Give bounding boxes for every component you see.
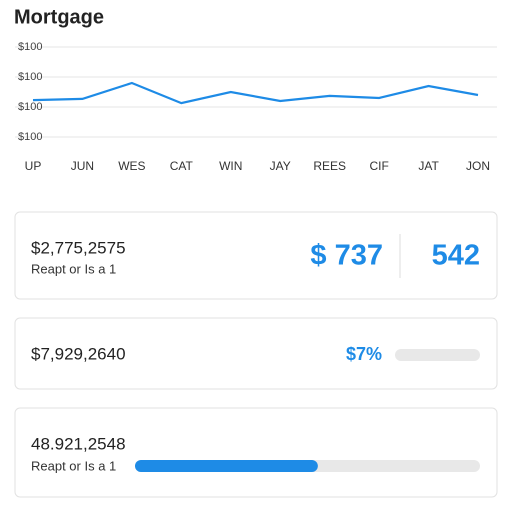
y-tick-label: $100: [18, 131, 42, 143]
card-amount: $7,929,2640: [31, 344, 126, 363]
x-tick-label: JAT: [418, 159, 439, 173]
x-tick-label: JUN: [71, 159, 94, 173]
card-stat: $7%: [346, 344, 382, 364]
x-tick-label: CIF: [369, 159, 388, 173]
x-tick-label: REES: [313, 159, 346, 173]
page-title: Mortgage: [14, 6, 104, 28]
x-tick-label: WES: [118, 159, 145, 173]
x-tick-label: CAT: [170, 159, 194, 173]
x-tick-label: JAY: [270, 159, 291, 173]
x-tick-label: WIN: [219, 159, 242, 173]
y-tick-label: $100: [18, 41, 42, 53]
y-tick-label: $100: [18, 101, 42, 113]
data-line: [32, 81, 479, 105]
progress-track: [395, 349, 480, 361]
y-tick-label: $100: [18, 71, 42, 83]
card: [14, 211, 498, 300]
card-amount: $2,775,2575: [31, 238, 126, 257]
card-subtitle: Reapt or Is a 1: [31, 261, 116, 276]
card-stat: 542: [432, 240, 480, 272]
card: [14, 407, 498, 498]
x-tick-label: UP: [25, 159, 42, 173]
card-amount: 48.921,2548: [31, 434, 126, 453]
x-tick-label: JON: [466, 159, 490, 173]
progress-fill: [135, 460, 318, 472]
card-subtitle: Reapt or Is a 1: [31, 458, 116, 473]
card-stat: $ 737: [310, 240, 383, 272]
card: [14, 317, 498, 390]
